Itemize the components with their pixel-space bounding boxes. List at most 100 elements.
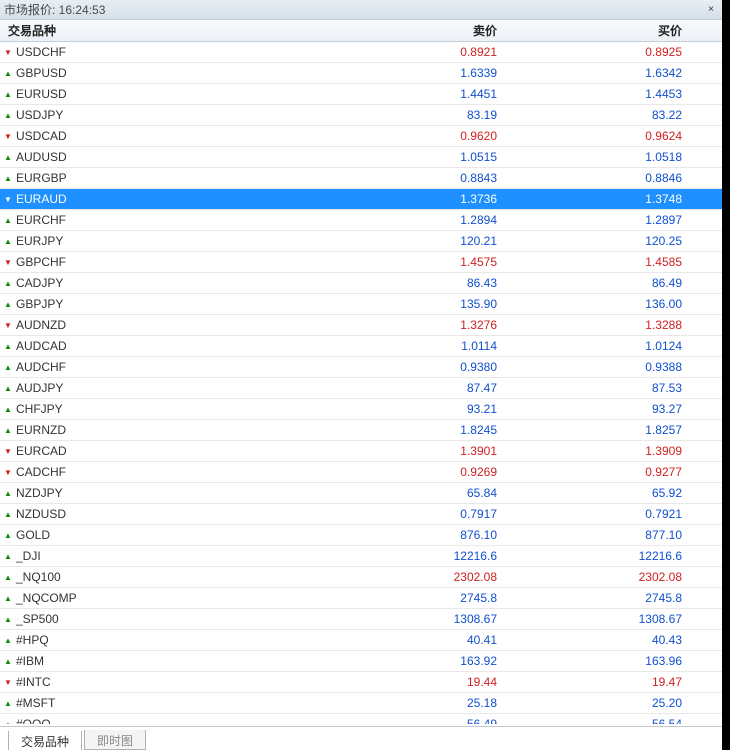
table-row[interactable]: ▼AUDNZD1.32761.3288 xyxy=(0,315,722,336)
arrow-up-icon: ▲ xyxy=(0,300,16,309)
bid-value: 87.47 xyxy=(310,381,505,395)
ask-value: 1.8257 xyxy=(505,423,700,437)
ask-value: 2302.08 xyxy=(505,570,700,584)
arrow-up-icon: ▲ xyxy=(0,111,16,120)
symbol-name: GBPJPY xyxy=(16,297,310,311)
ask-value: 65.92 xyxy=(505,486,700,500)
arrow-down-icon: ▼ xyxy=(0,48,16,57)
symbol-name: _DJI xyxy=(16,549,310,563)
table-row[interactable]: ▼GBPCHF1.45751.4585 xyxy=(0,252,722,273)
table-row[interactable]: ▲CHFJPY93.2193.27 xyxy=(0,399,722,420)
symbol-name: AUDCHF xyxy=(16,360,310,374)
symbol-name: AUDUSD xyxy=(16,150,310,164)
bid-value: 93.21 xyxy=(310,402,505,416)
symbol-name: USDCHF xyxy=(16,45,310,59)
arrow-up-icon: ▲ xyxy=(0,615,16,624)
header-bid[interactable]: 卖价 xyxy=(310,22,505,39)
table-row[interactable]: ▲AUDUSD1.05151.0518 xyxy=(0,147,722,168)
table-row[interactable]: ▲USDJPY83.1983.22 xyxy=(0,105,722,126)
symbol-name: #HPQ xyxy=(16,633,310,647)
tab-tick-chart[interactable]: 即时图 xyxy=(84,730,146,750)
table-row[interactable]: ▲GBPJPY135.90136.00 xyxy=(0,294,722,315)
symbol-name: #QQQ xyxy=(16,717,310,724)
ask-value: 1.6342 xyxy=(505,66,700,80)
table-row[interactable]: ▼USDCAD0.96200.9624 xyxy=(0,126,722,147)
symbol-name: NZDUSD xyxy=(16,507,310,521)
bid-value: 876.10 xyxy=(310,528,505,542)
table-row[interactable]: ▲GOLD876.10877.10 xyxy=(0,525,722,546)
quote-list[interactable]: ▼USDCHF0.89210.8925▲GBPUSD1.63391.6342▲E… xyxy=(0,42,722,724)
bid-value: 1.4575 xyxy=(310,255,505,269)
table-row[interactable]: ▲EURGBP0.88430.8846 xyxy=(0,168,722,189)
arrow-down-icon: ▼ xyxy=(0,321,16,330)
bid-value: 19.44 xyxy=(310,675,505,689)
symbol-name: EURNZD xyxy=(16,423,310,437)
table-row[interactable]: ▲_DJI12216.612216.6 xyxy=(0,546,722,567)
symbol-name: EURAUD xyxy=(16,192,310,206)
arrow-up-icon: ▲ xyxy=(0,636,16,645)
table-row[interactable]: ▲#MSFT25.1825.20 xyxy=(0,693,722,714)
ask-value: 2745.8 xyxy=(505,591,700,605)
table-row[interactable]: ▲EURCHF1.28941.2897 xyxy=(0,210,722,231)
table-row[interactable]: ▲EURUSD1.44511.4453 xyxy=(0,84,722,105)
arrow-up-icon: ▲ xyxy=(0,237,16,246)
close-icon[interactable]: × xyxy=(704,2,718,16)
column-header-row: 交易品种 卖价 买价 xyxy=(0,20,722,42)
arrow-down-icon: ▼ xyxy=(0,195,16,204)
table-row[interactable]: ▼CADCHF0.92690.9277 xyxy=(0,462,722,483)
symbol-name: _SP500 xyxy=(16,612,310,626)
header-ask[interactable]: 买价 xyxy=(505,22,700,39)
symbol-name: EURJPY xyxy=(16,234,310,248)
table-row[interactable]: ▲_NQ1002302.082302.08 xyxy=(0,567,722,588)
arrow-up-icon: ▲ xyxy=(0,363,16,372)
symbol-name: AUDNZD xyxy=(16,318,310,332)
ask-value: 19.47 xyxy=(505,675,700,689)
symbol-name: _NQCOMP xyxy=(16,591,310,605)
table-row[interactable]: ▼#INTC19.4419.47 xyxy=(0,672,722,693)
ask-value: 40.43 xyxy=(505,633,700,647)
arrow-up-icon: ▲ xyxy=(0,216,16,225)
bid-value: 40.41 xyxy=(310,633,505,647)
tab-symbols[interactable]: 交易品种 xyxy=(8,731,82,750)
ask-value: 1.3288 xyxy=(505,318,700,332)
table-row[interactable]: ▲AUDCAD1.01141.0124 xyxy=(0,336,722,357)
ask-value: 86.49 xyxy=(505,276,700,290)
bid-value: 1.3276 xyxy=(310,318,505,332)
symbol-name: USDJPY xyxy=(16,108,310,122)
table-row[interactable]: ▼USDCHF0.89210.8925 xyxy=(0,42,722,63)
table-row[interactable]: ▲AUDCHF0.93800.9388 xyxy=(0,357,722,378)
titlebar[interactable]: 市场报价: 16:24:53 × xyxy=(0,0,722,20)
table-row[interactable]: ▲AUDJPY87.4787.53 xyxy=(0,378,722,399)
arrow-up-icon: ▲ xyxy=(0,90,16,99)
header-symbol[interactable]: 交易品种 xyxy=(0,22,310,39)
arrow-down-icon: ▼ xyxy=(0,132,16,141)
table-row[interactable]: ▲#HPQ40.4140.43 xyxy=(0,630,722,651)
table-row[interactable]: ▲EURNZD1.82451.8257 xyxy=(0,420,722,441)
arrow-up-icon: ▲ xyxy=(0,279,16,288)
table-row[interactable]: ▲NZDUSD0.79170.7921 xyxy=(0,504,722,525)
table-row[interactable]: ▲_NQCOMP2745.82745.8 xyxy=(0,588,722,609)
bid-value: 12216.6 xyxy=(310,549,505,563)
ask-value: 0.8846 xyxy=(505,171,700,185)
ask-value: 163.96 xyxy=(505,654,700,668)
table-row[interactable]: ▲_SP5001308.671308.67 xyxy=(0,609,722,630)
arrow-down-icon: ▼ xyxy=(0,468,16,477)
ask-value: 83.22 xyxy=(505,108,700,122)
bid-value: 1.4451 xyxy=(310,87,505,101)
table-row[interactable]: ▲EURJPY120.21120.25 xyxy=(0,231,722,252)
arrow-up-icon: ▲ xyxy=(0,720,16,725)
table-row[interactable]: ▲#QQQ56.4956.54 xyxy=(0,714,722,724)
table-row[interactable]: ▲CADJPY86.4386.49 xyxy=(0,273,722,294)
bid-value: 1.0114 xyxy=(310,339,505,353)
table-row[interactable]: ▼EURAUD1.37361.3748 xyxy=(0,189,722,210)
bid-value: 135.90 xyxy=(310,297,505,311)
ask-value: 1308.67 xyxy=(505,612,700,626)
arrow-up-icon: ▲ xyxy=(0,69,16,78)
table-row[interactable]: ▲NZDJPY65.8465.92 xyxy=(0,483,722,504)
bid-value: 0.8921 xyxy=(310,45,505,59)
table-row[interactable]: ▼EURCAD1.39011.3909 xyxy=(0,441,722,462)
table-row[interactable]: ▲GBPUSD1.63391.6342 xyxy=(0,63,722,84)
ask-value: 0.7921 xyxy=(505,507,700,521)
ask-value: 1.4585 xyxy=(505,255,700,269)
table-row[interactable]: ▲#IBM163.92163.96 xyxy=(0,651,722,672)
